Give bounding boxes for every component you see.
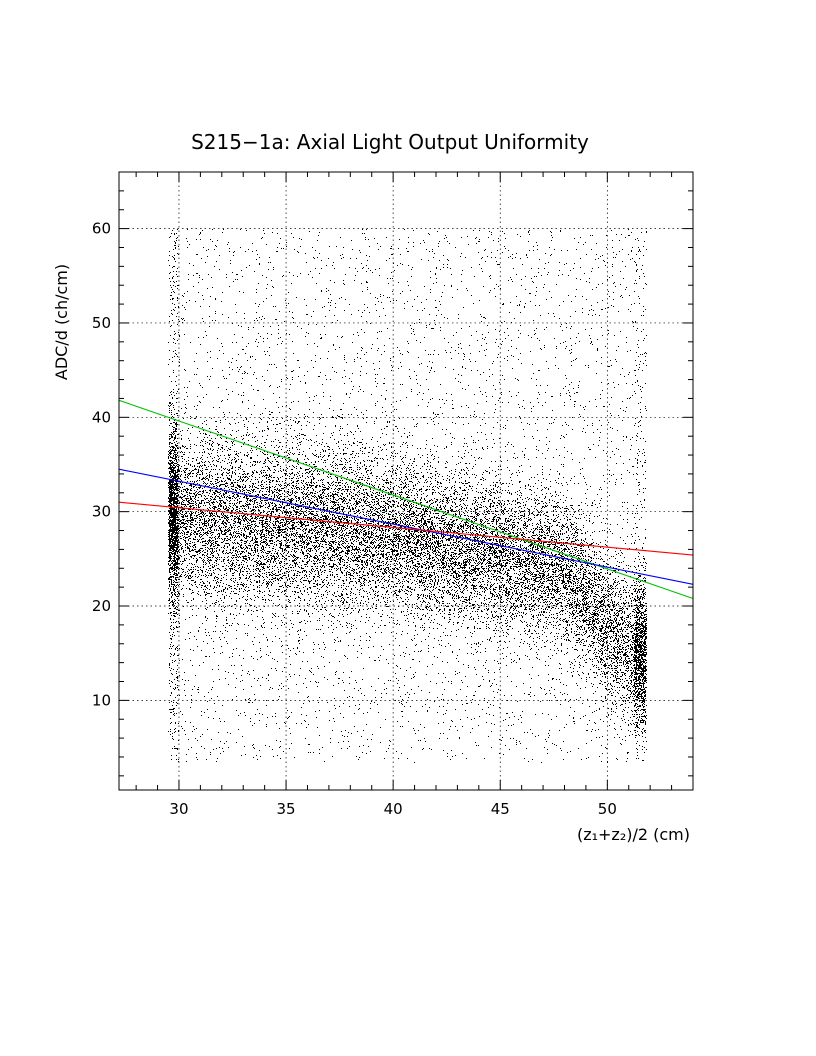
fit-lines bbox=[118, 399, 694, 599]
x-tick-label-4: 50 bbox=[598, 800, 617, 818]
scatter-point-cloud bbox=[168, 229, 647, 763]
scatter-points bbox=[168, 229, 647, 763]
tick-labels: 30 35 40 45 50 10 20 30 40 50 60 bbox=[92, 220, 617, 818]
y-tick-label-0: 10 bbox=[92, 691, 111, 709]
x-tick-label-1: 35 bbox=[277, 800, 296, 818]
fit-line-1 bbox=[118, 468, 694, 585]
axis-ticks bbox=[119, 171, 694, 790]
chart-title: S215−1a: Axial Light Output Uniformity bbox=[191, 130, 589, 154]
x-tick-label-3: 45 bbox=[491, 800, 510, 818]
y-axis-label: ADC/d (ch/cm) bbox=[52, 264, 71, 380]
y-tick-label-1: 20 bbox=[92, 597, 111, 615]
y-tick-label-2: 30 bbox=[92, 503, 111, 521]
y-tick-label-4: 50 bbox=[92, 314, 111, 332]
gridlines bbox=[119, 172, 693, 790]
y-tick-label-5: 60 bbox=[92, 220, 111, 238]
x-tick-label-2: 40 bbox=[384, 800, 403, 818]
y-tick-label-3: 40 bbox=[92, 408, 111, 426]
x-axis-label: (z₁+z₂)/2 (cm) bbox=[577, 825, 690, 844]
x-tick-label-0: 30 bbox=[169, 800, 188, 818]
fit-line-2 bbox=[118, 501, 694, 556]
plot-area-frame bbox=[118, 171, 694, 791]
